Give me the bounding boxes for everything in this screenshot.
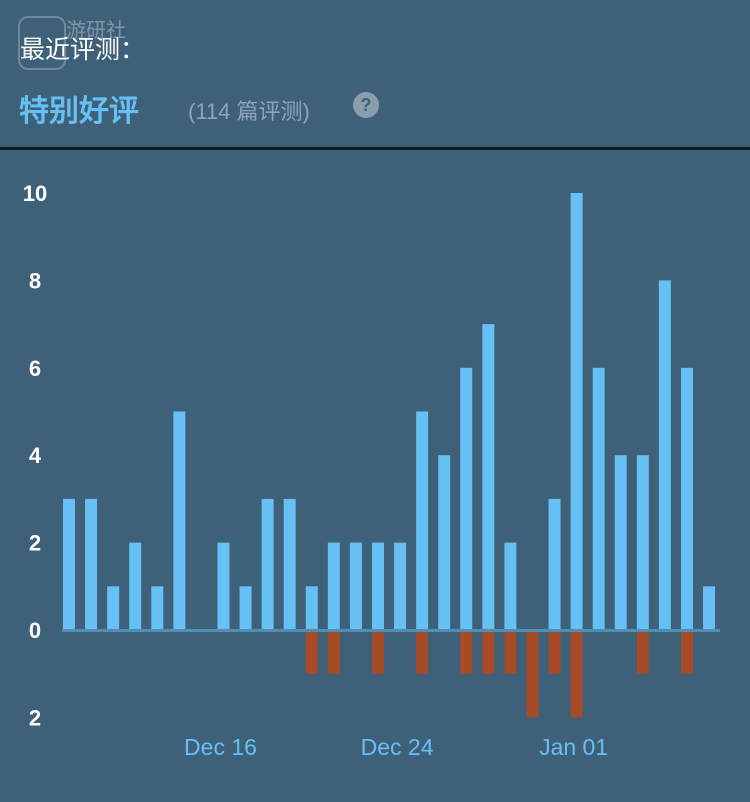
positive-bar [305, 586, 318, 630]
y-tick-label: 6 [29, 356, 41, 381]
positive-bar [63, 498, 75, 630]
positive-bar [460, 367, 473, 630]
positive-bar [438, 455, 451, 630]
positive-bar [703, 586, 716, 630]
positive-bar [548, 498, 561, 630]
positive-bar [416, 411, 429, 630]
y-tick-label: 8 [29, 268, 41, 293]
positive-bar [658, 280, 671, 630]
x-tick-label: Dec 24 [361, 734, 434, 760]
negative-bar [460, 632, 473, 674]
watermark-logo [18, 16, 66, 70]
negative-bar [504, 632, 517, 674]
negative-bar [526, 632, 539, 718]
positive-bar [592, 367, 605, 630]
negative-bar [636, 632, 649, 674]
positive-bar [261, 498, 274, 630]
positive-bar [394, 542, 407, 630]
negative-bar [416, 632, 429, 674]
review-count: (114 篇评测) [188, 99, 310, 124]
review-rating: 特别好评 [19, 95, 139, 128]
positive-bar [129, 542, 142, 630]
positive-bar [570, 193, 583, 630]
x-tick-label: Jan 01 [539, 734, 608, 760]
positive-bar [107, 586, 120, 630]
divider [0, 147, 750, 150]
positive-bar [239, 586, 252, 630]
negative-bar [305, 632, 318, 674]
help-icon[interactable]: ? [353, 92, 379, 118]
positive-bar [327, 542, 340, 630]
negative-bar [548, 632, 561, 674]
y-tick-label: 0 [29, 618, 41, 643]
y-tick-label: 2 [29, 705, 41, 730]
y-tick-label: 10 [23, 181, 47, 206]
positive-bar [614, 455, 627, 630]
x-tick-label: Dec 16 [184, 734, 257, 760]
y-tick-label: 4 [29, 443, 42, 468]
negative-bar [371, 632, 384, 674]
positive-bar [283, 498, 296, 630]
positive-bar [85, 498, 98, 630]
positive-bar [371, 542, 384, 630]
recent-reviews-label: 最近评测： [20, 36, 146, 64]
negative-bar [570, 632, 583, 718]
negative-bar [680, 632, 693, 674]
positive-bar [636, 455, 649, 630]
negative-bar [327, 632, 340, 674]
positive-bar [217, 542, 230, 630]
positive-bar [173, 411, 186, 630]
y-tick-label: 2 [29, 531, 41, 556]
watermark-text: 游研社 [66, 20, 126, 42]
negative-bar [482, 632, 495, 674]
positive-bar [349, 542, 362, 630]
positive-bar [151, 586, 164, 630]
positive-bar [504, 542, 517, 630]
positive-bar [482, 324, 495, 630]
zero-line [62, 629, 720, 632]
positive-bar [680, 367, 693, 630]
